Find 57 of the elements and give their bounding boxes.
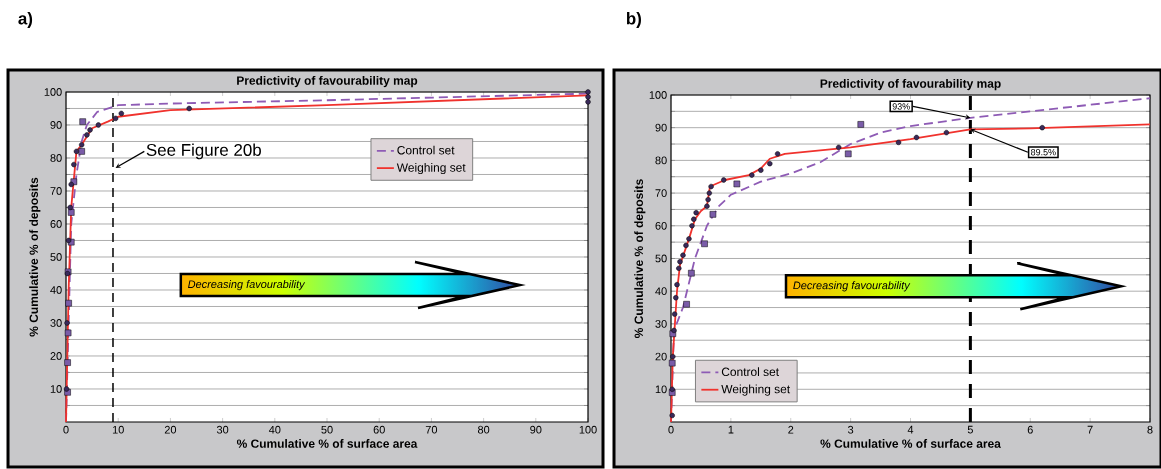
x-tick-label: 7 [1087, 425, 1093, 434]
y-tick-label: 30 [50, 319, 62, 327]
ref-line-label: See Figure 20b [146, 143, 261, 160]
x-tick-label: 40 [268, 425, 281, 434]
y-tick-label: 50 [50, 253, 62, 261]
y-tick-label: 70 [655, 189, 667, 197]
y-axis-title: % Cumulative % of deposits [29, 177, 41, 337]
x-tick-label: 60 [373, 425, 385, 434]
annotation: Decreasing favourability [188, 279, 306, 291]
x-tick-label: 70 [425, 425, 438, 434]
x-tick-label: 0 [63, 425, 69, 434]
y-axis-title: % Cumulative % of deposits [634, 179, 646, 338]
y-tick-label: 100 [44, 88, 62, 96]
x-tick-label: 30 [216, 425, 229, 434]
y-tick-label: 100 [649, 91, 667, 99]
x-tick-label: 100 [579, 425, 597, 434]
y-tick-label: 40 [50, 286, 62, 294]
legend-label: Control set [397, 145, 455, 155]
y-tick-label: 40 [655, 287, 667, 296]
y-tick-label: 20 [50, 352, 62, 360]
y-tick-label: 10 [50, 385, 62, 393]
y-tick-label: 60 [655, 221, 667, 230]
x-tick-label: 50 [321, 425, 333, 434]
legend-label: Weighing set [396, 162, 466, 175]
x-tick-label: 4 [907, 425, 914, 434]
x-tick-label: 20 [164, 425, 177, 434]
legend-label: Weighing set [721, 384, 791, 396]
y-tick-label: 50 [655, 254, 667, 263]
annotation: Decreasing favourability [793, 281, 911, 292]
x-tick-label: 1 [728, 425, 734, 434]
text: a) [18, 12, 33, 28]
x-tick-label: 2 [788, 425, 794, 434]
x-tick-label: 3 [848, 425, 854, 434]
y-tick-label: 60 [50, 220, 62, 228]
y-tick-label: 90 [50, 121, 62, 129]
y-tick-label: 20 [655, 352, 667, 361]
annotation: 93% [892, 103, 910, 110]
text: b) [626, 12, 641, 28]
x-axis-title: % Cumulative % of surface area [820, 439, 1001, 448]
x-tick-label: 5 [967, 425, 973, 434]
x-tick-label: 80 [477, 425, 490, 434]
y-tick-label: 70 [50, 187, 62, 195]
y-tick-label: 10 [655, 385, 667, 394]
x-tick-label: 0 [668, 425, 674, 434]
chart-title: Predictivity of favourability map [237, 76, 418, 88]
y-tick-label: 80 [50, 154, 62, 162]
x-tick-label: 90 [530, 425, 542, 434]
y-tick-label: 30 [655, 320, 667, 328]
x-tick-label: 6 [1027, 425, 1033, 434]
x-tick-label: 10 [112, 425, 124, 434]
y-tick-label: 80 [655, 156, 667, 165]
x-axis-title: % Cumulative % of surface area [236, 439, 418, 448]
y-tick-label: 90 [655, 123, 667, 132]
chart-title: Predictivity of favourability map [820, 79, 1001, 91]
annotation: 89.5% [1031, 149, 1056, 156]
x-tick-label: 8 [1147, 425, 1153, 434]
legend-label: Control set [721, 367, 779, 377]
